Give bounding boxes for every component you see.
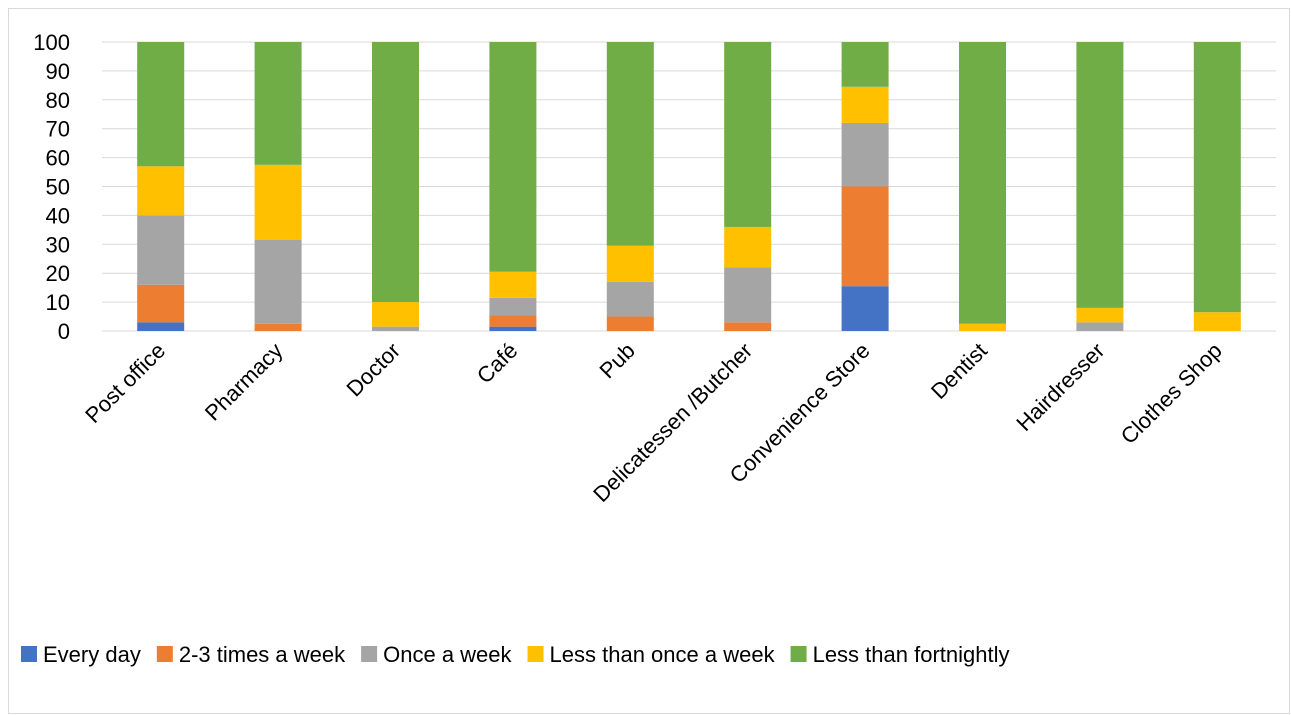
bar-segment: [254, 323, 302, 331]
bar-segment: [137, 42, 185, 167]
bar-segment: [137, 166, 185, 216]
x-tick-label: Doctor: [342, 338, 405, 401]
bar-segment: [254, 42, 302, 165]
bar-segment: [841, 42, 889, 87]
legend-label: Less than once a week: [550, 642, 776, 667]
x-tick-label: Dentist: [926, 338, 992, 404]
y-tick-label: 60: [46, 146, 70, 171]
x-tick-label: Café: [472, 338, 523, 389]
x-tick-label: Post office: [80, 338, 170, 428]
bar-segment: [606, 42, 654, 246]
bar-segment: [489, 326, 537, 331]
bar-segment: [489, 297, 537, 316]
legend-swatch: [156, 646, 173, 662]
legend-label: Once a week: [383, 642, 512, 667]
bar-segment: [489, 315, 537, 327]
bar-segment: [137, 284, 185, 323]
x-tick-label: Pub: [594, 338, 639, 383]
bar-segment: [724, 322, 772, 331]
bar-segment: [372, 302, 419, 327]
bar-segment: [1076, 42, 1124, 308]
bar-segment: [1193, 312, 1241, 331]
bar-segment: [606, 245, 654, 282]
bar-segment: [606, 316, 654, 331]
bar-segment: [254, 239, 302, 324]
x-tick-label: Clothes Shop: [1116, 338, 1227, 449]
bar-segment: [489, 42, 537, 272]
legend-label: Every day: [43, 642, 141, 667]
legend-item: 2-3 times a week: [156, 642, 346, 667]
bar-segment: [724, 42, 772, 227]
legend-item: Every day: [21, 642, 141, 667]
legend: Every day 2-3 times a week Once a week Less…: [21, 642, 1009, 667]
bar-segment: [372, 42, 419, 303]
y-tick-label: 100: [33, 30, 70, 55]
bars: [137, 42, 1241, 331]
legend-swatch: [21, 646, 37, 662]
y-tick-label: 50: [46, 175, 70, 200]
bar-segment: [841, 86, 889, 123]
bar-segment: [724, 226, 772, 268]
y-tick-label: 0: [58, 319, 70, 344]
bar-segment: [841, 122, 889, 187]
legend-swatch: [527, 646, 544, 662]
bar-segment: [1076, 322, 1124, 331]
y-tick-label: 80: [46, 88, 70, 113]
bar-segment: [959, 323, 1006, 331]
bar-segment: [1193, 42, 1241, 313]
y-tick-label: 30: [46, 232, 70, 257]
bar-segment: [137, 322, 185, 331]
y-tick-label: 90: [46, 59, 70, 84]
bar-segment: [841, 286, 889, 331]
y-tick-label: 10: [46, 290, 70, 315]
y-axis: 0 10 20 30 40 50 60 70 80 90 100: [33, 30, 70, 344]
legend-label: Less than fortnightly: [813, 642, 1010, 667]
bar-segment: [489, 271, 537, 298]
legend-item: Less than fortnightly: [790, 642, 1010, 667]
bar-segment: [606, 281, 654, 317]
bar-segment: [724, 267, 772, 323]
y-tick-label: 70: [46, 117, 70, 142]
legend-swatch: [790, 646, 807, 662]
x-tick-label: Pharmacy: [200, 338, 288, 426]
bar-segment: [841, 186, 889, 287]
y-tick-label: 40: [46, 203, 70, 228]
legend-swatch: [361, 646, 378, 662]
x-axis: Post office Pharmacy Doctor Café PubDelicate…: [80, 338, 1227, 507]
bar-segment: [959, 42, 1006, 324]
bar-segment: [254, 164, 302, 240]
legend-item: Once a week: [361, 642, 513, 667]
y-tick-label: 20: [46, 261, 70, 286]
legend-label: 2-3 times a week: [179, 642, 346, 667]
bar-segment: [372, 326, 419, 331]
bar-segment: [137, 215, 185, 285]
x-tick-label: Hairdresser: [1011, 338, 1109, 436]
legend-item: Less than once a week: [527, 642, 776, 667]
bar-segment: [1076, 307, 1124, 323]
